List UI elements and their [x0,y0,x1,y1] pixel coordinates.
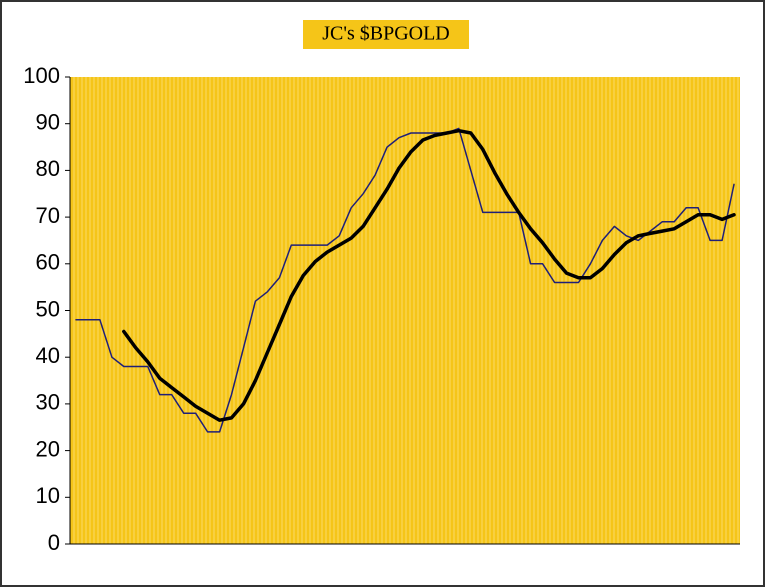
series-line [75,127,735,433]
y-tick-label: 70 [36,203,60,228]
y-tick-label: 30 [36,390,60,415]
category-grid [70,77,740,544]
y-tick-label: 90 [36,110,60,135]
y-tick-label: 60 [36,250,60,275]
chart-title: JC's $BPGOLD [322,23,450,45]
y-tick-label: 50 [36,296,60,321]
y-tick-label: 10 [36,483,60,508]
title-background [303,20,469,49]
series-line [122,128,736,422]
y-tick-label: 40 [36,343,60,368]
y-tick-label: 80 [36,156,60,181]
y-tick-label: 0 [48,530,60,555]
y-tick-label: 100 [23,63,60,88]
y-tick-label: 20 [36,436,60,461]
